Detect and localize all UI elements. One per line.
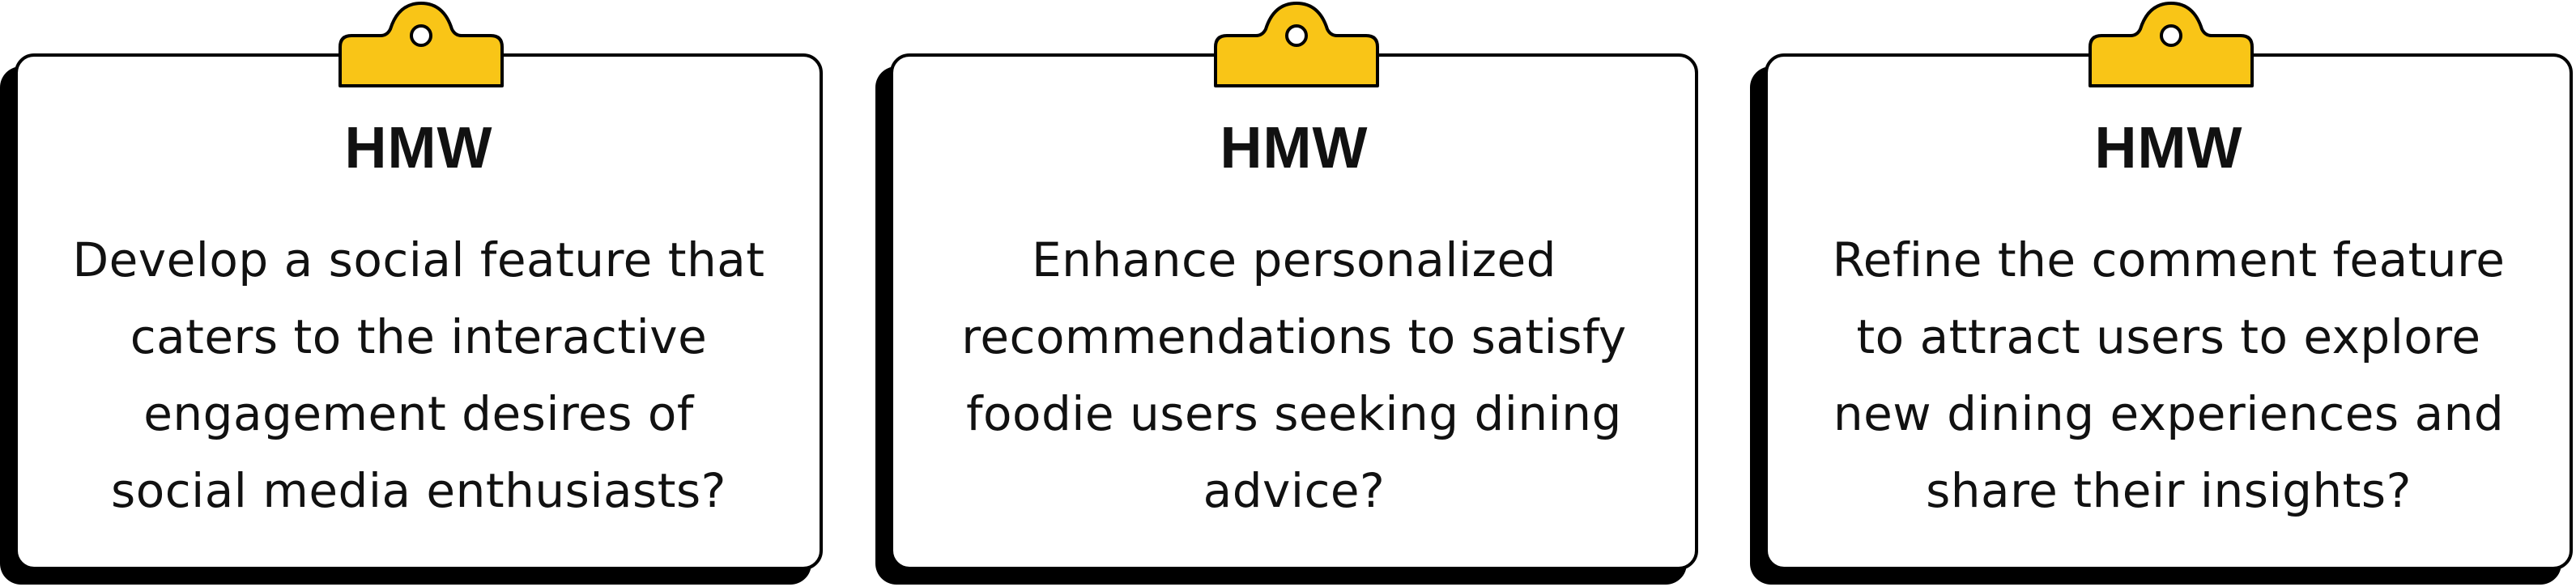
question-line: caters to the interactive: [130, 309, 708, 364]
hmw-card-3: HMW Refine the comment feature to attrac…: [1750, 0, 2576, 587]
hmw-card-2: HMW Enhance personalized recommendations…: [875, 0, 1701, 587]
clipboard-clip-icon: [338, 2, 504, 87]
question-line: foodie users seeking dining: [966, 386, 1622, 441]
card-question: Enhance personalized recommendations to …: [930, 222, 1658, 530]
card-panel: [1765, 53, 2573, 570]
card-title: HMW: [2094, 116, 2243, 181]
card-panel: [15, 53, 823, 570]
clipboard-clip-icon: [1214, 2, 1379, 87]
question-line: share their insights?: [1926, 463, 2412, 518]
clipboard-clip-icon: [2088, 2, 2254, 87]
card-title: HMW: [1220, 116, 1369, 181]
card-question: Refine the comment feature to attract us…: [1805, 222, 2532, 530]
question-line: to attract users to explore: [1856, 309, 2481, 364]
card-title: HMW: [344, 116, 493, 181]
question-line: recommendations to satisfy: [961, 309, 1627, 364]
question-line: engagement desires of: [143, 386, 694, 441]
question-line: social media enthusiasts?: [111, 463, 726, 518]
question-line: advice?: [1203, 463, 1386, 518]
question-line: Enhance personalized: [1032, 232, 1556, 287]
card-question: Develop a social feature that caters to …: [55, 222, 782, 530]
hmw-card-1: HMW Develop a social feature that caters…: [0, 0, 826, 587]
question-line: Refine the comment feature: [1832, 232, 2506, 287]
question-line: new dining experiences and: [1833, 386, 2505, 441]
question-line: Develop a social feature that: [72, 232, 765, 287]
